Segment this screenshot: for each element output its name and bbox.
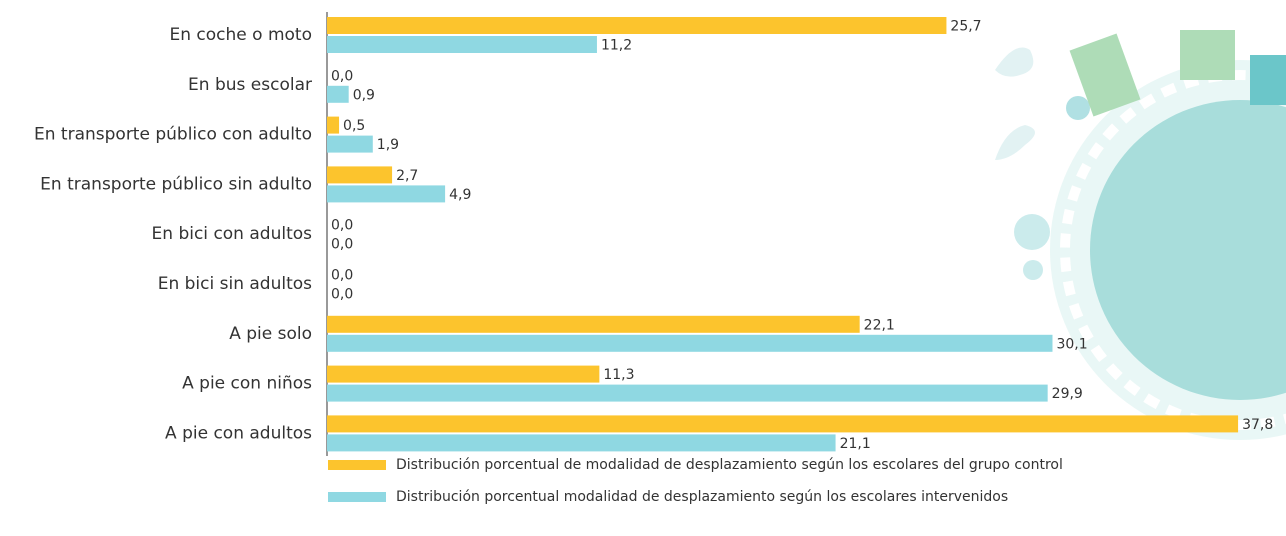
y-tick-label: En bici con adultos [152,224,313,244]
data-label: 22,1 [864,317,895,333]
data-label: 0,9 [353,87,375,103]
data-label: 0,5 [343,118,365,134]
bar [327,166,392,183]
decoration [995,30,1286,440]
data-label: 21,1 [840,436,871,452]
bar [327,335,1052,352]
data-label: 11,3 [603,367,634,383]
legend-label: Distribución porcentual de modalidad de … [396,457,1063,473]
data-label: 4,9 [449,187,471,203]
y-tick-label: A pie solo [229,324,312,344]
bar [327,185,445,202]
data-label: 0,0 [331,287,353,303]
y-tick-label: A pie con niños [182,374,312,394]
data-label: 0,0 [331,218,353,234]
bar [327,366,599,383]
y-tick-label: En coche o moto [170,25,312,45]
y-tick-label: En bici sin adultos [158,274,312,294]
chart: En coche o moto 25,7 11,2 En bus escolar 0,0… [0,0,1286,536]
data-label: 0,0 [331,237,353,253]
data-label: 11,2 [601,38,632,54]
bar [327,17,946,34]
bar [327,86,349,103]
bar [327,136,373,153]
y-tick-label: A pie con adultos [165,423,312,443]
bar [327,36,597,53]
bar [327,117,339,134]
data-label: 0,0 [331,268,353,284]
data-label: 0,0 [331,68,353,84]
bar [327,385,1048,402]
bar [327,316,860,333]
y-tick-label: En transporte público con adulto [34,125,312,145]
data-label: 37,8 [1242,417,1273,433]
data-label: 29,9 [1052,386,1083,402]
data-label: 30,1 [1056,336,1087,352]
data-label: 1,9 [377,137,399,153]
legend-swatch [328,492,386,502]
data-label: 2,7 [396,168,418,184]
y-tick-label: En transporte público sin adulto [40,174,312,194]
legend-label: Distribución porcentual modalidad de des… [396,489,1008,505]
bar [327,434,836,451]
data-label: 25,7 [950,19,981,35]
bar [327,415,1238,432]
legend-swatch [328,460,386,470]
y-tick-label: En bus escolar [188,75,312,95]
